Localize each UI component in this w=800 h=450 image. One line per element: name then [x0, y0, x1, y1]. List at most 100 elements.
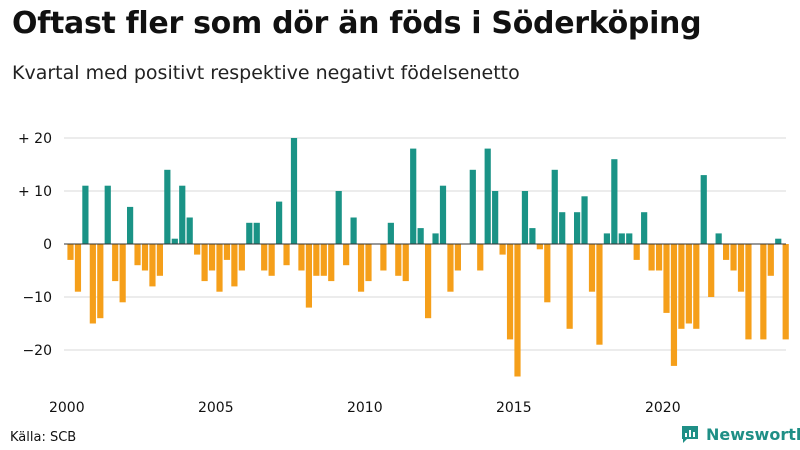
- x-tick-label: 2010: [347, 400, 383, 416]
- bar-2021-k3: [708, 244, 715, 297]
- bar-2020-k1: [663, 244, 670, 313]
- bar-2013-k3: [469, 169, 476, 244]
- bar-2016-k4: [566, 244, 573, 329]
- x-tick-label: 2005: [198, 400, 234, 416]
- bar-2014-k2: [492, 191, 499, 244]
- bar-2006-k4: [268, 244, 275, 276]
- bar-2007-k1: [276, 201, 283, 244]
- bar-2009-k1: [335, 191, 342, 244]
- bar-2018-k3: [618, 233, 625, 244]
- bar-2000-k1: [67, 244, 74, 260]
- bar-2006-k1: [246, 222, 253, 244]
- bar-2011-k3: [410, 148, 417, 244]
- bar-2002-k1: [127, 206, 134, 244]
- x-tick-label: 2015: [496, 400, 532, 416]
- bar-2004-k2: [194, 244, 201, 255]
- bar-2021-k4: [715, 233, 722, 244]
- bar-2006-k3: [261, 244, 268, 271]
- chart-subtitle: Kvartal med positivt respektive negativt…: [12, 62, 520, 84]
- bar-2001-k1: [97, 244, 104, 319]
- x-tick-label: 2020: [645, 400, 681, 416]
- bar-2018-k1: [603, 233, 610, 244]
- bar-2009-k3: [350, 217, 357, 244]
- bar-2007-k3: [290, 138, 298, 244]
- bar-2018-k4: [626, 233, 633, 244]
- bar-2008-k2: [313, 244, 320, 276]
- bar-2008-k1: [305, 244, 312, 308]
- bar-2020-k2: [670, 244, 678, 366]
- chart-title: Oftast fler som dör än föds i Söderköpin…: [12, 6, 702, 41]
- bar-2003-k1: [156, 244, 163, 276]
- bar-2018-k2: [611, 159, 618, 244]
- bar-2023-k2: [760, 244, 767, 340]
- bar-2016-k2: [551, 169, 558, 244]
- bar-2011-k2: [402, 244, 409, 282]
- bar-2015-k1: [514, 244, 521, 377]
- newsworthy-logo: Newsworthy: [680, 424, 800, 444]
- bar-2023-k4: [775, 238, 782, 244]
- bar-2010-k4: [387, 222, 394, 244]
- bar-2016-k3: [559, 212, 566, 244]
- bar-2008-k4: [328, 244, 335, 282]
- bar-2000-k3: [82, 185, 89, 244]
- bar-2003-k2: [164, 169, 171, 244]
- bar-2015-k4: [536, 244, 543, 250]
- bar-2017-k1: [574, 212, 581, 244]
- bar-2021-k1: [693, 244, 700, 329]
- bar-2022-k4: [745, 244, 752, 340]
- bar-2022-k2: [730, 244, 737, 271]
- bar-2008-k3: [320, 244, 327, 276]
- bar-2004-k4: [208, 244, 216, 271]
- bar-2020-k4: [685, 244, 692, 324]
- bar-2001-k4: [119, 244, 126, 303]
- bars: [67, 138, 789, 377]
- bar-2004-k1: [186, 217, 193, 244]
- bar-2014-k3: [499, 244, 506, 255]
- bar-2002-k2: [134, 244, 141, 266]
- bar-2017-k3: [588, 244, 596, 292]
- bar-2022-k3: [737, 244, 745, 292]
- bar-2004-k3: [201, 244, 208, 282]
- bar-2017-k4: [596, 244, 603, 345]
- bar-2019-k4: [655, 244, 663, 271]
- bar-2020-k3: [678, 244, 685, 329]
- y-tick-label: −10: [22, 290, 52, 306]
- bar-2019-k2: [641, 212, 648, 244]
- bar-2012-k1: [425, 244, 432, 319]
- x-tick-label: 2000: [49, 400, 85, 416]
- bar-2012-k2: [432, 233, 439, 244]
- bar-2003-k4: [179, 185, 186, 244]
- bar-2005-k4: [238, 244, 245, 271]
- bar-2015-k3: [529, 228, 536, 244]
- y-tick-label: −20: [22, 343, 52, 359]
- bar-2010-k3: [380, 244, 387, 271]
- bar-2014-k4: [506, 244, 514, 340]
- bar-2016-k1: [544, 244, 551, 303]
- bar-2014-k1: [484, 148, 491, 244]
- bar-2023-k3: [767, 244, 774, 276]
- y-tick-label: + 20: [18, 131, 52, 147]
- bar-2012-k3: [439, 185, 447, 244]
- bar-2007-k4: [298, 244, 305, 271]
- bar-2017-k2: [581, 196, 588, 244]
- bar-2013-k1: [454, 244, 461, 271]
- bar-2019-k3: [648, 244, 655, 271]
- bar-2007-k2: [283, 244, 290, 266]
- bar-2024-k1: [782, 244, 789, 340]
- bar-2002-k4: [149, 244, 156, 287]
- bar-2021-k2: [700, 175, 707, 244]
- bar-2022-k1: [723, 244, 730, 260]
- bar-2001-k2: [104, 185, 111, 244]
- y-tick-label: 0: [43, 237, 52, 253]
- bar-2009-k4: [357, 244, 365, 292]
- bar-2011-k1: [395, 244, 402, 276]
- newsworthy-logo-icon: [682, 426, 698, 443]
- bar-2000-k2: [74, 244, 82, 292]
- bar-2000-k4: [89, 244, 96, 324]
- bar-2019-k1: [633, 244, 640, 260]
- bar-2005-k3: [231, 244, 238, 287]
- y-axis-labels: + 20 + 10 0 −10 −20: [18, 131, 52, 359]
- bar-2015-k2: [521, 191, 529, 244]
- bar-2001-k3: [112, 244, 119, 282]
